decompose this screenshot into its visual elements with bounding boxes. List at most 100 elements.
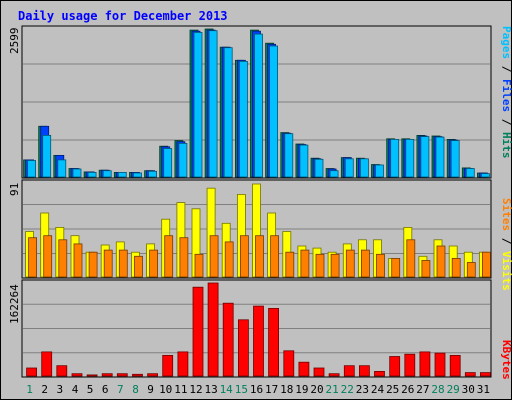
bar-pages-day-19 [299,144,309,178]
panel-top-legend: Pages / Files / Hits [500,26,512,159]
bar-sites-day-6 [103,249,113,278]
bar-pages-day-11 [178,142,188,178]
bar-sites-day-3 [58,239,68,278]
chart-title: Daily usage for December 2013 [18,9,228,23]
bar-pages-day-6 [102,170,112,178]
x-label-day-3: 3 [56,383,63,396]
bar-pages-day-23 [359,158,369,178]
x-label-day-23: 23 [356,383,369,396]
bar-sites-day-21 [330,253,340,278]
x-label-day-28: 28 [431,383,444,396]
bar-sites-day-14 [224,241,234,278]
bar-kbytes-day-13 [207,282,219,377]
bar-sites-day-17 [270,235,280,278]
panel-top-max-label: 2599 [8,28,21,55]
bar-sites-day-8 [134,255,143,278]
legend-item-visits: Visits [500,251,512,291]
panel-visits-sites: 91 Sites / Visits [8,179,512,291]
x-label-day-26: 26 [401,383,414,396]
bar-sites-day-31 [481,251,491,278]
bar-kbytes-day-11 [177,351,189,377]
x-label-day-2: 2 [41,383,48,396]
x-label-day-25: 25 [386,383,399,396]
bar-kbytes-day-18 [283,350,295,377]
bar-kbytes-day-26 [404,353,416,377]
legend-item-sites: Sites [500,198,512,231]
bar-kbytes-day-8 [132,373,143,377]
bar-sites-day-28 [436,245,446,278]
bar-sites-day-23 [360,249,370,278]
panel-kbytes: 162264 KBytes [8,279,512,380]
x-label-day-17: 17 [265,383,278,396]
bar-sites-day-1 [28,237,38,278]
x-label-day-9: 9 [147,383,154,396]
legend-separator: / [500,231,512,251]
bar-kbytes-day-29 [449,354,461,377]
panel-mid-bars [25,183,491,278]
x-label-day-24: 24 [371,383,385,396]
bar-sites-day-24 [376,253,385,278]
bar-pages-day-28 [435,136,445,178]
bar-pages-day-8 [133,172,142,178]
bar-kbytes-day-12 [192,286,204,377]
x-label-day-19: 19 [295,383,308,396]
bar-kbytes-day-30 [464,372,476,377]
x-label-day-14: 14 [220,383,234,396]
bar-kbytes-day-27 [419,351,431,377]
x-label-day-27: 27 [416,383,429,396]
bar-pages-day-25 [390,138,400,178]
bar-sites-day-12 [194,253,204,278]
x-label-day-4: 4 [72,383,79,396]
x-label-day-5: 5 [87,383,94,396]
bar-kbytes-day-17 [268,307,280,377]
x-label-day-10: 10 [159,383,172,396]
bar-sites-day-16 [255,235,264,278]
bar-pages-day-26 [405,138,415,178]
x-label-day-13: 13 [204,383,217,396]
x-label-day-29: 29 [447,383,460,396]
legend-item-hits: Hits [500,132,512,159]
bar-pages-day-21 [329,170,339,178]
bar-sites-day-13 [209,235,219,278]
bar-sites-day-4 [73,243,83,278]
bar-sites-day-26 [406,239,416,278]
x-label-day-1: 1 [26,383,33,396]
bar-sites-day-5 [88,251,98,278]
bar-pages-day-4 [72,168,82,178]
x-label-day-21: 21 [325,383,338,396]
bar-pages-day-15 [238,61,248,178]
bar-pages-day-16 [254,33,263,178]
bar-kbytes-day-9 [147,373,159,377]
bar-pages-day-17 [269,45,279,178]
panel-mid-max-label: 91 [8,183,21,196]
bar-kbytes-day-4 [71,373,83,377]
bar-pages-day-5 [87,171,97,178]
bar-kbytes-day-2 [41,351,53,377]
bar-sites-day-9 [149,249,159,278]
bar-sites-day-29 [451,257,461,278]
bar-kbytes-day-5 [86,374,98,377]
x-label-day-7: 7 [117,383,124,396]
bar-kbytes-day-23 [358,365,370,377]
bar-pages-day-24 [375,164,384,178]
bar-kbytes-day-3 [56,365,68,377]
bar-pages-day-27 [420,136,430,178]
bar-kbytes-day-10 [162,354,174,377]
bar-pages-day-9 [148,170,158,178]
bar-kbytes-day-28 [434,352,446,377]
bar-kbytes-day-14 [222,302,234,377]
legend-text: KBytes [500,340,512,380]
bar-kbytes-day-15 [237,319,249,377]
x-axis-day-labels: 1 2 3 4 5 6 7 8 9 10 11 12 13 14 15 16 17 18 19 20 21 22 23 24 2… [26,383,490,396]
panel-mid-legend: Sites / Visits [500,198,512,291]
legend-separator: / [500,112,512,132]
x-label-day-18: 18 [280,383,293,396]
legend-item-files: Files [500,79,512,112]
bar-pages-day-22 [344,158,354,178]
bar-sites-day-11 [179,237,189,278]
bar-sites-day-22 [345,249,355,278]
panel-bot-bars [26,282,491,377]
bar-pages-day-18 [284,133,294,178]
bar-pages-day-7 [117,171,127,178]
x-label-day-30: 30 [462,383,475,396]
